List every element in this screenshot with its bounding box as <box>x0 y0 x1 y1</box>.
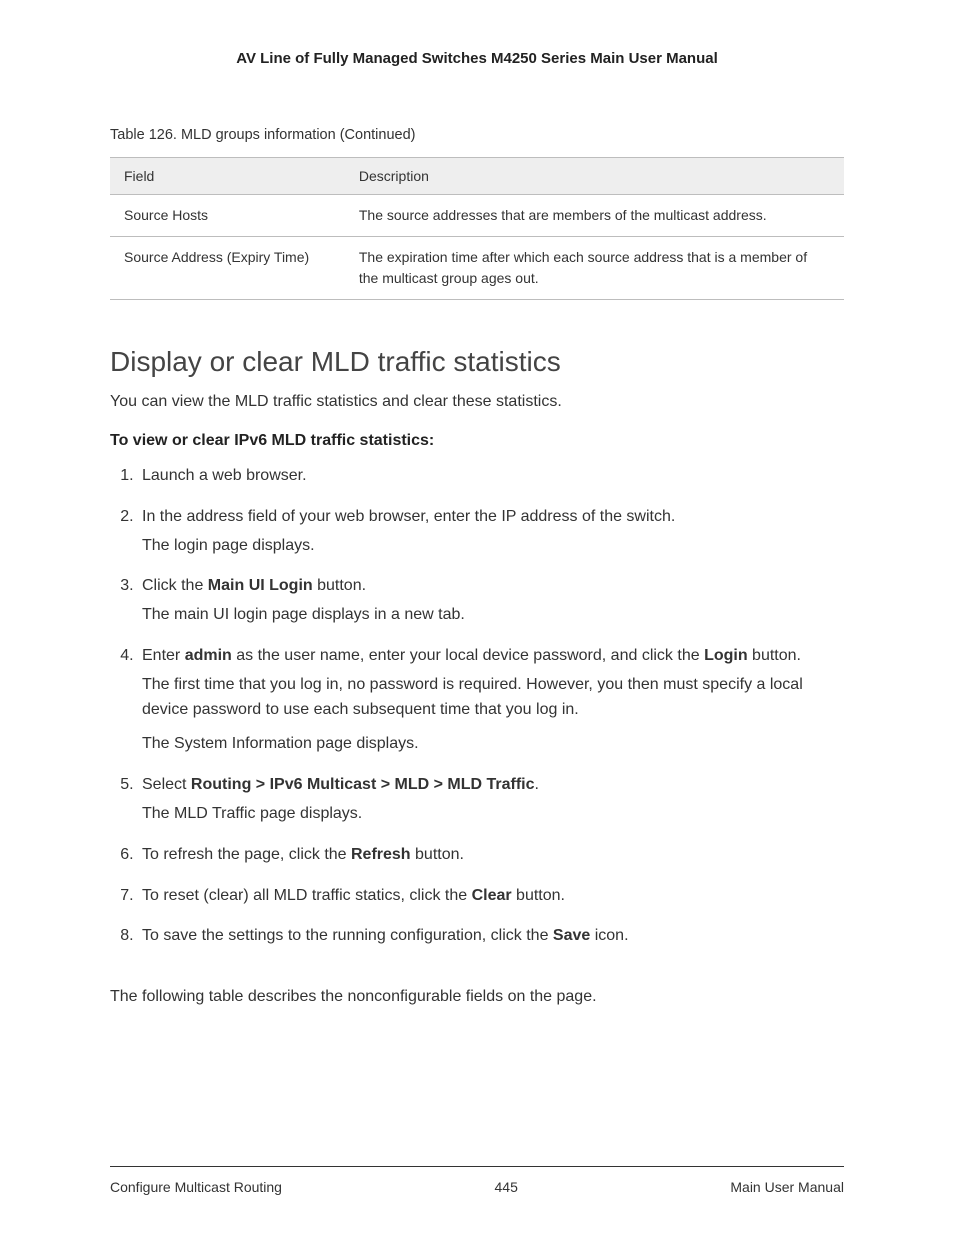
step-text-post: button. <box>411 846 464 863</box>
step-8: To save the settings to the running conf… <box>138 924 844 949</box>
page-footer: Configure Multicast Routing 445 Main Use… <box>110 1136 844 1195</box>
step-subtext: The MLD Traffic page displays. <box>142 802 844 827</box>
footer-rule <box>110 1166 844 1167</box>
step-text-post: button. <box>512 887 565 904</box>
step-1: Launch a web browser. <box>138 464 844 489</box>
footer-right: Main User Manual <box>730 1179 844 1195</box>
footer-row: Configure Multicast Routing 445 Main Use… <box>110 1179 844 1195</box>
step-4: Enter admin as the user name, enter your… <box>138 644 844 757</box>
table-row: Source Hosts The source addresses that a… <box>110 195 844 237</box>
step-text-pre: To refresh the page, click the <box>142 846 351 863</box>
procedure-steps: Launch a web browser. In the address fie… <box>110 464 844 965</box>
step-text-bold: Routing > IPv6 Multicast > MLD > MLD Tra… <box>191 776 535 793</box>
table-caption: Table 126. MLD groups information (Conti… <box>110 127 844 143</box>
step-text-bold: admin <box>185 647 232 664</box>
step-text-bold: Save <box>553 927 590 944</box>
section-intro: You can view the MLD traffic statistics … <box>110 390 844 414</box>
step-text: In the address field of your web browser… <box>142 508 675 525</box>
step-text-mid: as the user name, enter your local devic… <box>232 647 704 664</box>
step-7: To reset (clear) all MLD traffic statics… <box>138 884 844 909</box>
step-text-pre: To save the settings to the running conf… <box>142 927 553 944</box>
table-cell-field: Source Address (Expiry Time) <box>110 237 345 300</box>
step-2: In the address field of your web browser… <box>138 505 844 559</box>
step-6: To refresh the page, click the Refresh b… <box>138 843 844 868</box>
step-text-bold: Clear <box>472 887 512 904</box>
step-3: Click the Main UI Login button. The main… <box>138 574 844 628</box>
step-text-pre: To reset (clear) all MLD traffic statics… <box>142 887 472 904</box>
table-header-field: Field <box>110 158 345 195</box>
step-5: Select Routing > IPv6 Multicast > MLD > … <box>138 773 844 827</box>
step-text-post: button. <box>748 647 801 664</box>
table-cell-field: Source Hosts <box>110 195 345 237</box>
step-text-pre: Click the <box>142 577 208 594</box>
mld-groups-table: Field Description Source Hosts The sourc… <box>110 157 844 300</box>
section-heading: Display or clear MLD traffic statistics <box>110 346 844 378</box>
step-subtext: The first time that you log in, no passw… <box>142 673 844 723</box>
footer-left: Configure Multicast Routing <box>110 1179 282 1195</box>
step-text-bold: Login <box>704 647 748 664</box>
step-text-bold: Refresh <box>351 846 411 863</box>
section-outro: The following table describes the noncon… <box>110 985 844 1009</box>
step-text-pre: Enter <box>142 647 185 664</box>
step-text-post: . <box>535 776 539 793</box>
step-text-post: button. <box>313 577 366 594</box>
step-text-pre: Select <box>142 776 191 793</box>
table-header-description: Description <box>345 158 844 195</box>
document-page: AV Line of Fully Managed Switches M4250 … <box>0 0 954 1235</box>
step-text-post: icon. <box>590 927 628 944</box>
procedure-lead: To view or clear IPv6 MLD traffic statis… <box>110 432 844 450</box>
step-text-bold: Main UI Login <box>208 577 313 594</box>
step-subtext: The System Information page displays. <box>142 732 844 757</box>
step-subtext: The main UI login page displays in a new… <box>142 603 844 628</box>
document-header: AV Line of Fully Managed Switches M4250 … <box>110 50 844 67</box>
footer-page-number: 445 <box>495 1179 518 1195</box>
table-cell-description: The expiration time after which each sou… <box>345 237 844 300</box>
table-cell-description: The source addresses that are members of… <box>345 195 844 237</box>
table-header-row: Field Description <box>110 158 844 195</box>
step-text: Launch a web browser. <box>142 467 307 484</box>
step-subtext: The login page displays. <box>142 534 844 559</box>
table-row: Source Address (Expiry Time) The expirat… <box>110 237 844 300</box>
